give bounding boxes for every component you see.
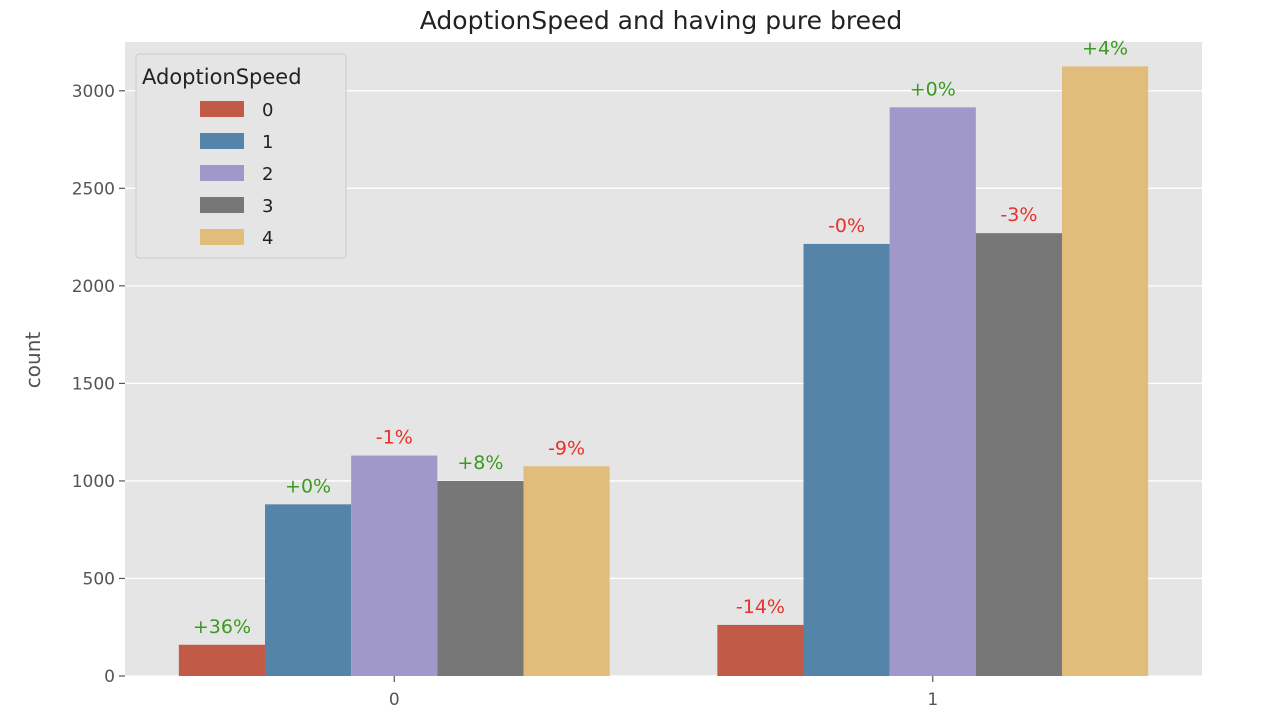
y-axis-title: count [21,332,45,389]
bar-label-cat0-speed3: +8% [457,452,503,474]
legend-box [135,53,347,259]
bar-cat0-speed1 [265,504,352,676]
bar-cat1-speed2 [889,107,976,676]
bar-cat0-speed0 [178,644,266,676]
bar-label-cat1-speed2: +0% [910,78,956,100]
y-axis-ticks: 0 500 1000 1500 2000 2500 3000 [72,82,125,687]
bar-cat1-speed4 [1061,66,1149,676]
legend-label-2: 2 [262,164,273,185]
bar-label-cat0-speed4: -9% [548,437,585,459]
legend-label-4: 4 [262,228,273,249]
y-tick-label-1: 500 [83,569,115,589]
y-tick-label-5: 2500 [72,179,115,199]
y-tick-label-4: 2000 [72,277,115,297]
bar-label-cat1-speed0: -14% [736,596,785,618]
bar-label-cat0-speed1: +0% [285,475,331,497]
bar-cat1-speed3 [975,233,1062,676]
bar-label-cat1-speed3: -3% [1000,204,1037,226]
legend-swatch-4 [200,229,244,245]
legend-title: AdoptionSpeed [142,65,302,89]
legend-swatch-3 [200,197,244,213]
x-tick-label-0: 0 [389,690,400,710]
bar-label-cat0-speed0: +36% [193,616,251,638]
legend-entries: 0 1 2 3 4 [200,100,273,249]
bar-cat0-speed4 [523,466,610,676]
legend-swatch-1 [200,133,244,149]
legend-label-0: 0 [262,100,273,121]
y-tick-label-3: 1500 [72,374,115,394]
bar-cat0-speed2 [351,455,438,676]
legend-label-3: 3 [262,196,273,217]
legend: AdoptionSpeed 0 1 2 3 4 [135,53,347,259]
bar-cat1-speed1 [803,243,890,677]
chart-title: AdoptionSpeed and having pure breed [420,6,902,35]
bar-label-cat1-speed1: -0% [828,215,865,237]
legend-swatch-2 [200,165,244,181]
bar-label-cat1-speed4: +4% [1082,37,1128,59]
legend-swatch-0 [200,101,244,117]
x-tick-label-1: 1 [927,690,938,710]
bars [178,66,1149,677]
y-tick-label-0: 0 [104,667,115,687]
bar-label-cat0-speed2: -1% [376,427,413,449]
y-tick-label-2: 1000 [72,472,115,492]
y-tick-label-6: 3000 [72,82,115,102]
legend-label-1: 1 [262,132,273,153]
bar-cat1-speed0 [717,624,804,676]
bar-labels: +36% +0% -1% +8% -9% -14% -0% +0% -3% +4% [193,37,1128,637]
bar-cat0-speed3 [437,480,524,676]
